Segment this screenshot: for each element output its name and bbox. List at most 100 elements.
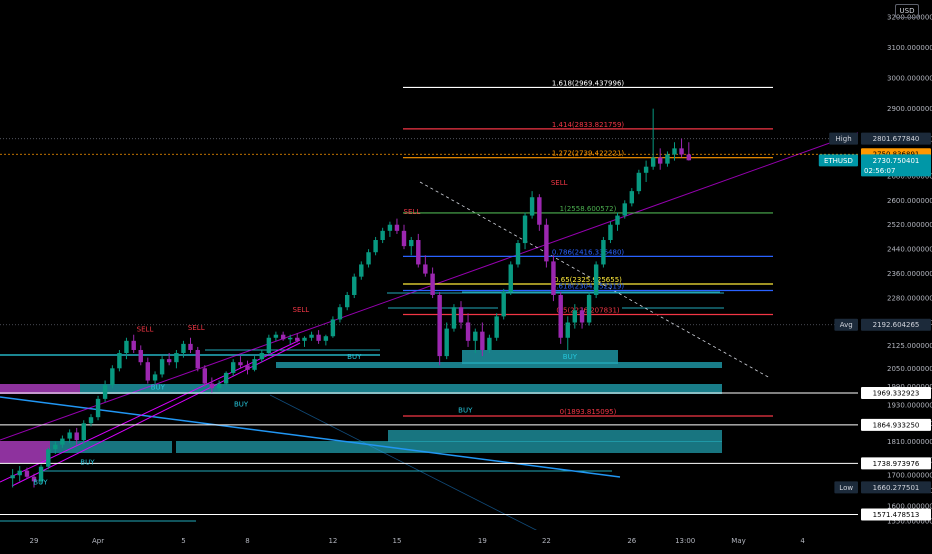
candle bbox=[601, 236, 606, 268]
price-axis-tick-label: 1600.000000 bbox=[887, 502, 932, 510]
candle bbox=[657, 148, 663, 170]
candle bbox=[494, 313, 499, 341]
candle bbox=[430, 267, 435, 299]
price-tag: 1969.332923 bbox=[861, 386, 931, 399]
candle bbox=[501, 288, 506, 320]
fib-level-label: 0.65(2325.925655) bbox=[554, 276, 622, 284]
candle bbox=[302, 336, 307, 347]
candle-body bbox=[487, 337, 492, 350]
candle-body bbox=[323, 336, 329, 341]
candle-body bbox=[636, 172, 642, 192]
candle-body bbox=[110, 368, 115, 386]
candle bbox=[686, 142, 692, 161]
candle bbox=[529, 191, 535, 219]
price-tag-value-box bbox=[861, 132, 931, 145]
currency-badge[interactable]: USD bbox=[895, 4, 919, 18]
candle bbox=[558, 291, 563, 344]
time-axis-background bbox=[0, 530, 858, 550]
candle-body bbox=[38, 466, 44, 482]
buy-signal: BUY bbox=[347, 353, 362, 361]
time-axis-tick-label: 12 bbox=[328, 537, 337, 545]
buy-signal: BUY bbox=[80, 459, 95, 467]
candle-body bbox=[501, 291, 506, 317]
price-tag-label: Avg bbox=[840, 321, 853, 329]
candle-body bbox=[152, 374, 158, 381]
candle-body bbox=[359, 264, 364, 277]
price-tag-value: 1864.933250 bbox=[873, 421, 920, 429]
candle bbox=[615, 212, 620, 231]
price-tag-value-box bbox=[861, 418, 931, 431]
candle bbox=[81, 420, 86, 445]
candle bbox=[487, 334, 492, 354]
time-axis-tick-label: 8 bbox=[245, 537, 249, 545]
price-tag-label-box bbox=[834, 481, 858, 494]
candle bbox=[544, 218, 549, 268]
candle bbox=[643, 160, 649, 182]
candle bbox=[451, 304, 457, 332]
candle bbox=[60, 435, 65, 448]
buy-signal: BUY bbox=[563, 353, 578, 361]
price-tag-value: 1738.973976 bbox=[873, 460, 920, 468]
candle-body bbox=[522, 215, 528, 244]
candle-body bbox=[117, 353, 122, 369]
candle-body bbox=[124, 340, 129, 354]
candle bbox=[401, 224, 407, 250]
candle-body bbox=[202, 368, 208, 384]
candle-body bbox=[31, 476, 37, 482]
candle-body bbox=[665, 154, 670, 164]
candle-body bbox=[672, 148, 677, 155]
fib-level-label: 1(2558.600572) bbox=[560, 205, 617, 213]
candle bbox=[337, 304, 343, 323]
candle-body bbox=[166, 359, 172, 363]
time-axis-tick-label: 19 bbox=[478, 537, 487, 545]
demand-zone bbox=[388, 430, 722, 442]
candle-body bbox=[643, 166, 649, 173]
price-tag-value-box bbox=[861, 318, 931, 331]
candle-body bbox=[138, 349, 143, 363]
price-axis-tick-label: 1550.000000 bbox=[887, 518, 932, 526]
candle bbox=[586, 291, 592, 326]
candle bbox=[650, 108, 656, 170]
price-tag-value-box bbox=[861, 154, 931, 177]
demand-zone bbox=[50, 441, 172, 453]
candle bbox=[330, 316, 336, 338]
candle-body bbox=[174, 353, 179, 363]
candle bbox=[238, 356, 243, 369]
candle-body bbox=[46, 449, 51, 467]
candle-body bbox=[601, 240, 606, 265]
candle-body bbox=[409, 240, 414, 247]
candle bbox=[480, 322, 485, 357]
price-axis-tick-label: 2680.000000 bbox=[887, 172, 932, 180]
candle bbox=[352, 273, 357, 299]
candle-body bbox=[508, 264, 513, 292]
candle-body bbox=[529, 197, 535, 216]
time-axis-tick-label: 13:00 bbox=[675, 537, 695, 545]
candle bbox=[572, 304, 578, 329]
sell-signal: SELL bbox=[293, 306, 310, 314]
candle-body bbox=[537, 197, 542, 225]
candle-body bbox=[437, 294, 442, 357]
candle-body bbox=[380, 230, 385, 241]
candle-body bbox=[401, 230, 407, 247]
candle-body bbox=[558, 294, 563, 338]
candle-body bbox=[544, 224, 549, 262]
sell-signal: SELL bbox=[137, 326, 154, 334]
candle-body bbox=[430, 273, 435, 295]
candle bbox=[24, 467, 30, 479]
candle bbox=[259, 349, 265, 363]
candle-body bbox=[259, 353, 265, 360]
candle bbox=[423, 255, 428, 277]
sell-signal: SELL bbox=[404, 208, 421, 216]
candle-body bbox=[394, 224, 400, 231]
candle-body bbox=[423, 264, 428, 274]
price-tag-value: 2730.750401 bbox=[873, 157, 920, 165]
candle-body bbox=[238, 362, 243, 366]
candle-body bbox=[131, 340, 136, 350]
candle bbox=[53, 441, 58, 454]
candle-body bbox=[10, 475, 15, 479]
candle bbox=[209, 377, 215, 393]
candle bbox=[295, 333, 300, 343]
candle bbox=[159, 356, 165, 378]
price-tag: 1571.478513 bbox=[861, 508, 931, 521]
